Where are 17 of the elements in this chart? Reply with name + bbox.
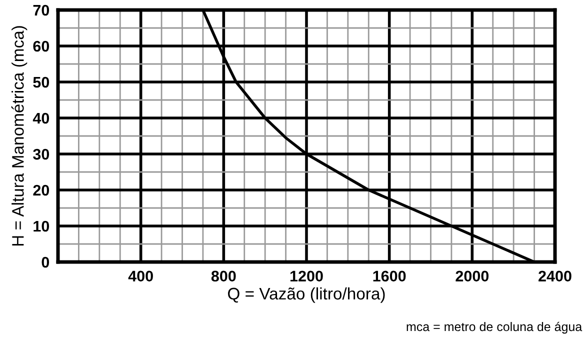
y-tick-label: 60 (33, 40, 50, 52)
y-tick-label: 10 (34, 220, 50, 232)
y-tick-label: 40 (32, 112, 50, 124)
y-tick-label: 50 (33, 76, 50, 88)
x-axis-title: Q = Vazão (litro/hora) (228, 287, 385, 303)
x-tick-label: 400 (128, 270, 153, 282)
x-tick-label: 800 (211, 270, 236, 282)
y-tick-label: 20 (33, 184, 50, 196)
x-tick-label: 2400 (538, 270, 572, 282)
y-axis-title: H = Altura Manométrica (mca) (11, 26, 28, 246)
y-tick-label: 30 (33, 148, 50, 160)
y-tick-label: 70 (33, 4, 50, 16)
text: mca = metro de coluna de água (406, 322, 582, 334)
x-tick-label: 1200 (290, 270, 323, 282)
y-tick-label: 0 (42, 256, 50, 268)
x-tick-label: 2000 (456, 270, 489, 282)
x-tick-label: 1600 (373, 270, 406, 282)
